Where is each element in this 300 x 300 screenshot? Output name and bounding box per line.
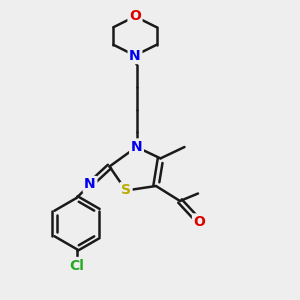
Text: S: S — [121, 184, 131, 197]
Text: O: O — [194, 215, 206, 229]
Text: O: O — [129, 10, 141, 23]
Text: N: N — [84, 178, 96, 191]
Text: N: N — [131, 140, 142, 154]
Text: Cl: Cl — [69, 259, 84, 272]
Text: N: N — [129, 49, 141, 62]
